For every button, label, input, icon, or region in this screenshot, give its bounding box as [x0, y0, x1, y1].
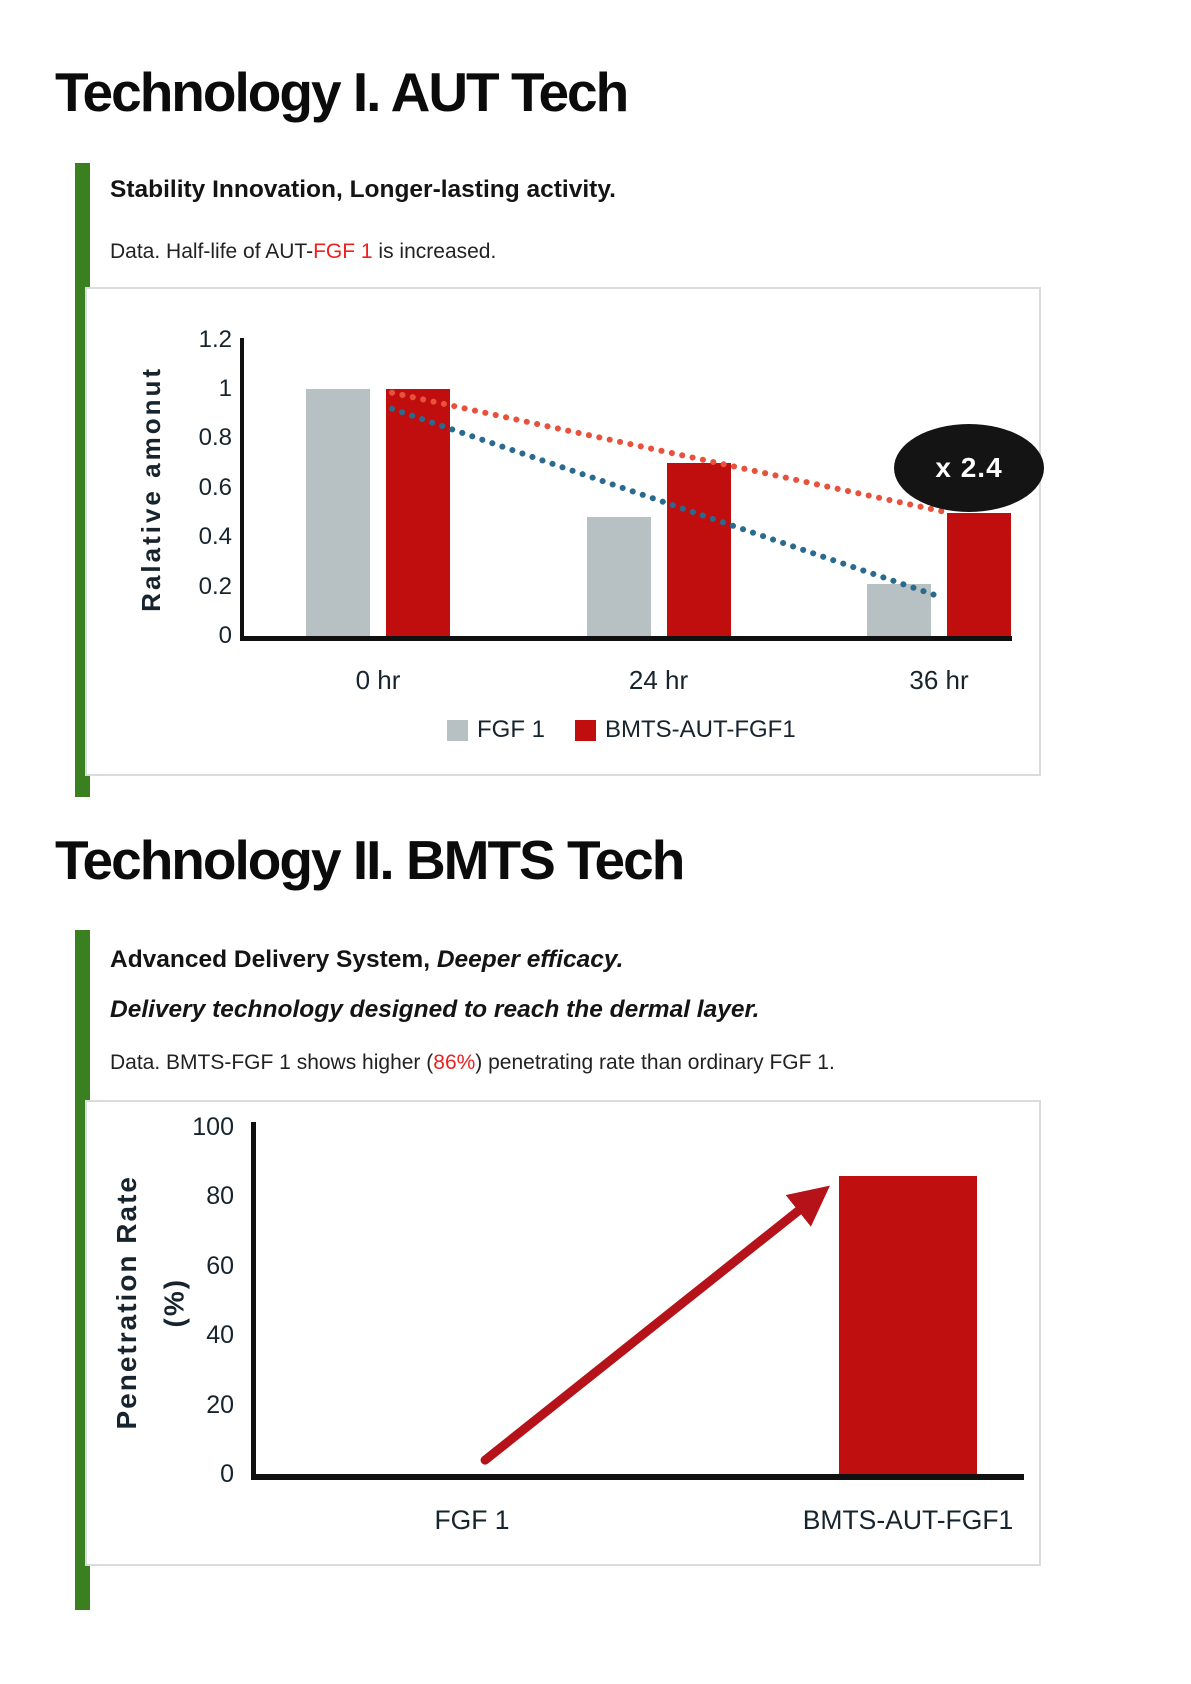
- y-axis-tick-label: 0: [220, 1460, 234, 1488]
- chart-bar: [586, 517, 651, 636]
- x-axis-category-label: 24 hr: [628, 665, 689, 695]
- section2-title: Technology II. BMTS Tech: [55, 829, 685, 891]
- section1-data-caption: Data. Half-life of AUT-FGF 1 is increase…: [110, 240, 496, 264]
- y-axis-tick-label: 0.8: [198, 424, 232, 452]
- y-axis-tick-label: 0.4: [198, 523, 232, 551]
- y-axis-tick-label: 1.2: [198, 325, 232, 353]
- caption-text: Data. Half-life of AUT-: [110, 240, 314, 263]
- section1-subtitle: Stability Innovation, Longer-lasting act…: [110, 176, 616, 203]
- section2-subtitle: Advanced Delivery System, Deeper efficac…: [110, 946, 623, 974]
- x-axis-line: [251, 1474, 1024, 1480]
- section2-data-caption: Data. BMTS-FGF 1 shows higher (86%) pene…: [110, 1051, 835, 1075]
- chart-legend: FGF 1 BMTS-AUT-FGF1: [447, 716, 796, 744]
- subtitle-italic: Deeper efficacy.: [430, 946, 624, 973]
- chart-bar: [839, 1175, 977, 1474]
- legend-label: FGF 1: [477, 716, 546, 743]
- x-axis-category-label: 36 hr: [909, 665, 969, 695]
- y-axis-tick-label: 40: [206, 1321, 234, 1350]
- chart-bar: [386, 389, 450, 636]
- section1-title: Technology I. AUT Tech: [55, 61, 629, 123]
- legend-item: FGF 1: [447, 716, 545, 744]
- caption-highlight-86: 86%: [433, 1051, 476, 1074]
- increase-arrow: [480, 1185, 830, 1465]
- legend-label: BMTS-AUT-FGF1: [605, 716, 796, 743]
- legend-swatch: [447, 719, 468, 741]
- section2-subtitle-line2: Delivery technology designed to reach th…: [110, 996, 760, 1023]
- chart-bar: [306, 389, 370, 636]
- trendline: [389, 405, 942, 600]
- penetration-chart: Penetration Rate (%) 100 80 60 40 20 0 FGF 1 BM…: [85, 1100, 1041, 1566]
- caption-highlight-fgf1: FGF 1: [313, 240, 373, 263]
- y-axis-tick-label: 1: [218, 375, 232, 402]
- y-axis-tick-label: 100: [192, 1113, 234, 1141]
- multiplier-badge: x 2.4: [894, 424, 1044, 512]
- caption-text: Data. BMTS-FGF 1 shows higher (: [110, 1051, 434, 1074]
- caption-text: is increased.: [372, 240, 497, 263]
- y-axis-line: [251, 1122, 256, 1480]
- caption-text: ) penetrating rate than ordinary FGF 1.: [475, 1051, 835, 1074]
- x-axis-category-label: BMTS-AUT-FGF1: [802, 1505, 1014, 1535]
- x-axis-category-label: 0 hr: [355, 665, 401, 695]
- y-axis-tick-label: 0.6: [198, 473, 232, 501]
- x-axis-category-label: FGF 1: [434, 1505, 510, 1535]
- x-axis-line: [240, 636, 1012, 641]
- y-axis-tick-label: 60: [206, 1251, 234, 1280]
- chart-bar: [947, 512, 1011, 636]
- legend-item: BMTS-AUT-FGF1: [575, 716, 796, 744]
- y-axis-line: [240, 338, 244, 640]
- y-axis-tick-label: 0.2: [198, 572, 232, 600]
- legend-swatch: [575, 719, 597, 741]
- y-axis-tick-label: 20: [206, 1390, 234, 1419]
- y-axis-label-wrapper: Penetration Rate (%): [93, 1117, 209, 1487]
- y-axis-tick-label: 0: [218, 622, 232, 649]
- chart-bar: [867, 584, 931, 636]
- y-axis-tick-label: 80: [206, 1182, 234, 1211]
- chart-bar: [666, 463, 731, 636]
- half-life-chart: Ralative amonut x 2.4 FGF 1 BMTS-AUT-FGF1…: [85, 287, 1044, 776]
- subtitle-bold: Advanced Delivery System,: [110, 946, 431, 973]
